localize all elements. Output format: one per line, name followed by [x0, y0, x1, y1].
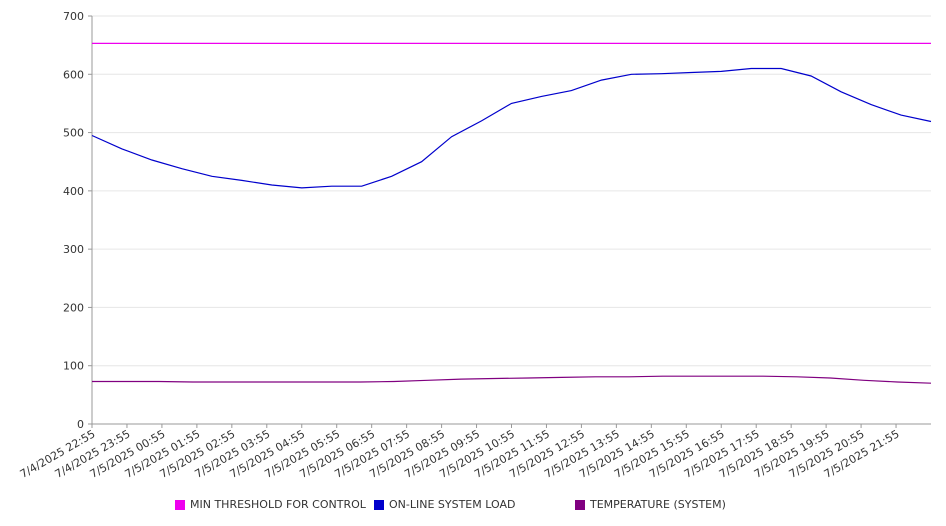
y-tick-label: 600 [63, 68, 84, 81]
y-tick-label: 500 [63, 127, 84, 140]
legend-item: TEMPERATURE (SYSTEM) [575, 498, 726, 511]
grid-lines [92, 15, 931, 367]
legend-item: ON-LINE SYSTEM LOAD [374, 498, 515, 511]
series-line-1 [91, 67, 932, 189]
legend-label: MIN THRESHOLD FOR CONTROL [190, 498, 366, 511]
y-tick-label: 200 [63, 301, 84, 314]
legend-label: TEMPERATURE (SYSTEM) [590, 498, 726, 511]
legend-label: ON-LINE SYSTEM LOAD [389, 498, 516, 511]
legend-swatch [374, 499, 384, 510]
x-axis-ticks: 7/4/2025 22:557/4/2025 23:557/5/2025 00:… [18, 424, 902, 481]
y-tick-label: 0 [77, 418, 84, 431]
series-lines [91, 42, 932, 384]
y-axis-ticks: 0 100 200 300 400 500 600 700 [63, 10, 92, 431]
y-tick-label: 700 [63, 10, 84, 23]
legend: MIN THRESHOLD FOR CONTROL ON-LINE SYSTEM … [0, 498, 946, 514]
legend-swatch [575, 499, 585, 510]
legend-swatch [175, 499, 185, 510]
legend-item: MIN THRESHOLD FOR CONTROL [175, 498, 366, 511]
y-tick-label: 400 [63, 185, 84, 198]
axes [91, 16, 931, 425]
y-tick-label: 300 [63, 243, 84, 256]
y-tick-label: 100 [63, 360, 84, 373]
series-line-2 [92, 375, 932, 384]
